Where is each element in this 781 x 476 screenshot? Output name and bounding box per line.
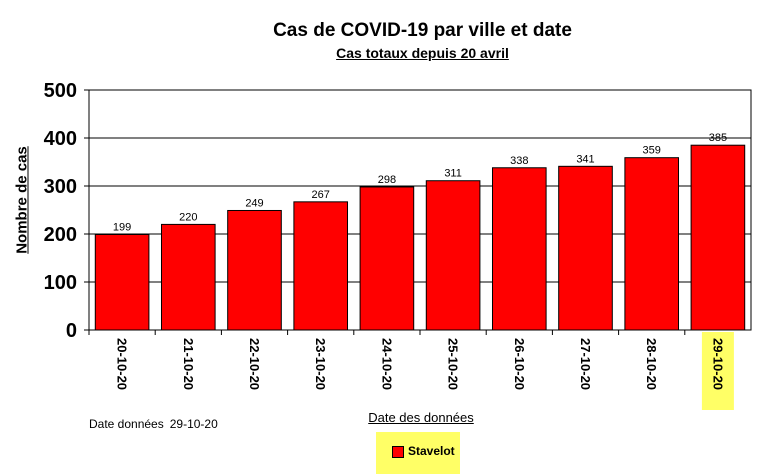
data-label: 341 <box>576 153 594 165</box>
bar <box>160 223 216 331</box>
x-tick-label: 27-10-20 <box>578 338 593 390</box>
legend: Stavelot <box>376 432 460 474</box>
x-tick-label: 24-10-20 <box>379 338 394 390</box>
x-tick-label: 21-10-20 <box>181 338 196 390</box>
y-tick-label: 0 <box>66 320 77 342</box>
bar <box>624 157 680 331</box>
y-tick-label: 100 <box>44 272 77 294</box>
y-tick-label: 200 <box>44 224 77 246</box>
bar <box>359 186 415 331</box>
data-label: 199 <box>113 221 131 233</box>
x-axis-label: Date des données <box>368 410 474 425</box>
bar <box>227 209 282 331</box>
x-tick-label: 22-10-20 <box>247 338 262 390</box>
chart-title: Cas de COVID-19 par ville et date <box>273 20 572 41</box>
y-tick-label: 500 <box>44 80 77 102</box>
x-tick-label: 28-10-20 <box>644 338 659 390</box>
x-tick-label: 20-10-20 <box>115 338 130 390</box>
bar <box>293 201 349 331</box>
data-label: 267 <box>312 189 330 201</box>
x-tick-label: 26-10-20 <box>512 338 527 390</box>
bar <box>94 233 150 331</box>
x-tick-label: 29-10-20 <box>710 338 725 390</box>
data-label: 338 <box>510 155 528 167</box>
data-label: 385 <box>709 132 727 144</box>
x-tick-label: 23-10-20 <box>313 338 328 390</box>
legend-swatch <box>392 446 404 458</box>
y-tick-label: 400 <box>44 128 77 150</box>
bar <box>558 165 613 331</box>
data-label: 311 <box>444 168 462 180</box>
data-label: 359 <box>643 145 661 157</box>
y-tick-label: 300 <box>44 176 77 198</box>
data-label: 249 <box>245 197 263 209</box>
data-date-note: Date données 29-10-20 <box>89 417 218 431</box>
data-label: 220 <box>179 211 197 223</box>
data-date-label: Date données <box>89 417 164 431</box>
chart-subtitle: Cas totaux depuis 20 avril <box>336 45 509 61</box>
bar <box>425 180 481 331</box>
data-label: 298 <box>378 174 396 186</box>
category-highlight <box>701 332 734 410</box>
bar <box>491 167 547 331</box>
legend-label: Stavelot <box>408 444 455 458</box>
x-tick-label: 25-10-20 <box>446 338 461 390</box>
data-date-value: 29-10-20 <box>169 417 218 431</box>
bar <box>690 144 746 331</box>
